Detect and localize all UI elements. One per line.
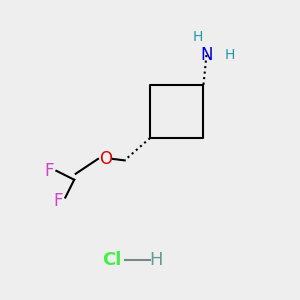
Text: H: H bbox=[149, 251, 163, 269]
Text: N: N bbox=[200, 46, 213, 64]
Text: O: O bbox=[99, 150, 112, 168]
Text: F: F bbox=[44, 162, 54, 180]
Text: H: H bbox=[192, 30, 203, 44]
Text: F: F bbox=[53, 191, 63, 209]
Text: H: H bbox=[225, 48, 236, 62]
Text: Cl: Cl bbox=[102, 251, 121, 269]
